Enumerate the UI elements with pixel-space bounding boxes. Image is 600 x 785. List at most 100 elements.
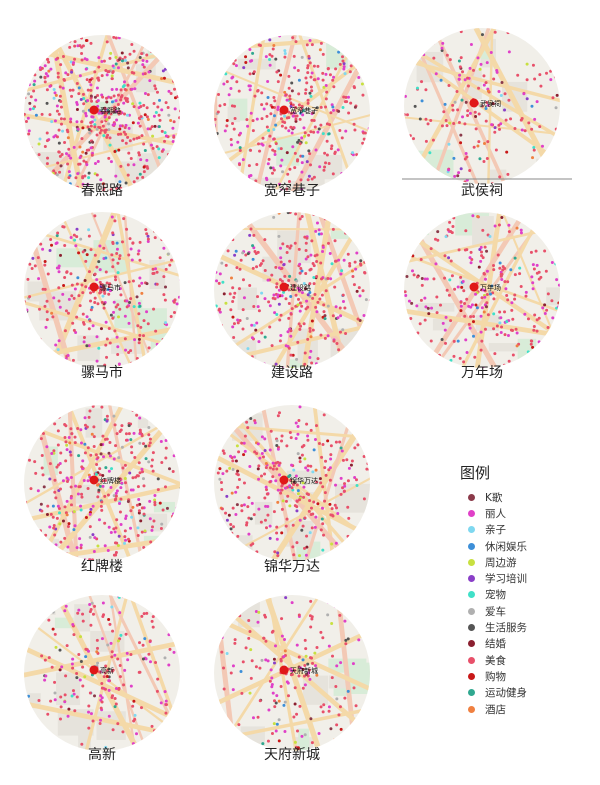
poi-dot	[116, 303, 120, 307]
poi-dot	[443, 254, 447, 258]
poi-dot	[245, 316, 249, 320]
center-label: 锦华万达	[290, 476, 318, 485]
poi-dot	[111, 694, 115, 698]
poi-dot	[90, 305, 94, 309]
poi-dot	[304, 271, 308, 275]
poi-dot	[109, 160, 113, 164]
poi-dot	[479, 348, 483, 352]
poi-dot	[298, 456, 302, 460]
poi-dot	[506, 298, 510, 302]
poi-dot	[256, 295, 260, 299]
poi-dot	[295, 541, 299, 545]
poi-dot	[307, 492, 311, 496]
poi-dot	[70, 432, 74, 436]
poi-dot	[129, 247, 133, 251]
poi-dot	[58, 717, 62, 721]
poi-dot	[172, 79, 176, 83]
poi-dot	[543, 311, 547, 315]
poi-dot	[312, 275, 316, 279]
poi-dot	[361, 289, 365, 293]
poi-dot	[275, 285, 279, 289]
poi-dot	[334, 483, 338, 487]
map-title: 天府新城	[264, 747, 320, 763]
poi-dot	[73, 44, 77, 48]
poi-dot	[306, 64, 310, 68]
poi-dot	[270, 732, 274, 736]
poi-dot	[329, 727, 333, 731]
poi-dot	[45, 513, 49, 517]
poi-dot	[307, 668, 311, 672]
poi-dot	[65, 128, 69, 132]
poi-dot	[519, 231, 523, 235]
poi-dot	[290, 601, 294, 605]
poi-dot	[134, 475, 138, 479]
poi-dot	[435, 295, 439, 299]
poi-dot	[95, 646, 99, 650]
poi-dot	[261, 742, 265, 746]
map-road	[109, 595, 138, 751]
poi-dot	[231, 238, 235, 242]
poi-dot	[151, 615, 155, 619]
poi-dot	[303, 351, 307, 355]
poi-dot	[301, 113, 305, 117]
poi-dot	[103, 544, 107, 548]
poi-dot	[273, 153, 277, 157]
poi-dot	[57, 112, 61, 116]
poi-dot	[53, 91, 57, 95]
poi-dot	[82, 97, 86, 101]
poi-dot	[288, 431, 292, 435]
legend-item: K歌	[460, 489, 590, 505]
poi-dot	[298, 117, 302, 121]
poi-dot	[54, 645, 58, 649]
poi-dot	[336, 316, 340, 320]
poi-dot	[284, 499, 288, 503]
poi-dot	[120, 94, 124, 98]
poi-dot	[61, 225, 65, 229]
poi-dot	[164, 439, 168, 443]
poi-dot	[325, 139, 329, 143]
poi-dot	[155, 270, 159, 274]
poi-dot	[151, 625, 155, 629]
poi-dot	[63, 505, 67, 509]
poi-dot	[410, 269, 414, 273]
poi-dot	[312, 175, 316, 179]
poi-dot	[329, 457, 333, 461]
poi-dot	[115, 118, 119, 122]
poi-dot	[274, 57, 278, 61]
poi-dot	[296, 340, 300, 344]
poi-dot	[337, 348, 341, 352]
poi-dot	[127, 253, 131, 257]
poi-dot	[236, 534, 240, 538]
poi-dot	[113, 653, 117, 657]
poi-dot	[468, 256, 472, 260]
poi-dot	[153, 500, 157, 504]
poi-dot	[290, 89, 294, 93]
poi-dot	[155, 90, 159, 94]
poi-dot	[248, 72, 252, 76]
poi-dot	[57, 141, 61, 145]
poi-dot	[148, 499, 152, 503]
poi-dot	[485, 61, 489, 65]
poi-dot	[89, 146, 93, 150]
legend-swatch	[468, 640, 475, 648]
poi-dot	[279, 491, 283, 495]
poi-dot	[64, 604, 68, 608]
poi-dot	[322, 303, 326, 307]
map-block	[56, 248, 95, 268]
poi-dot	[255, 265, 259, 269]
map-circle: 宽窄巷子	[214, 35, 370, 191]
poi-dot	[150, 125, 154, 129]
poi-dot	[102, 613, 106, 617]
poi-dot	[66, 311, 70, 315]
poi-dot	[294, 293, 298, 297]
poi-dot	[51, 515, 55, 519]
poi-dot	[305, 672, 309, 676]
poi-dot	[84, 67, 88, 71]
poi-dot	[322, 310, 326, 314]
map-road	[214, 614, 370, 697]
poi-dot	[281, 499, 285, 503]
poi-dot	[55, 109, 59, 113]
poi-dot	[321, 442, 325, 446]
poi-dot	[62, 284, 66, 288]
poi-dot	[274, 729, 278, 733]
